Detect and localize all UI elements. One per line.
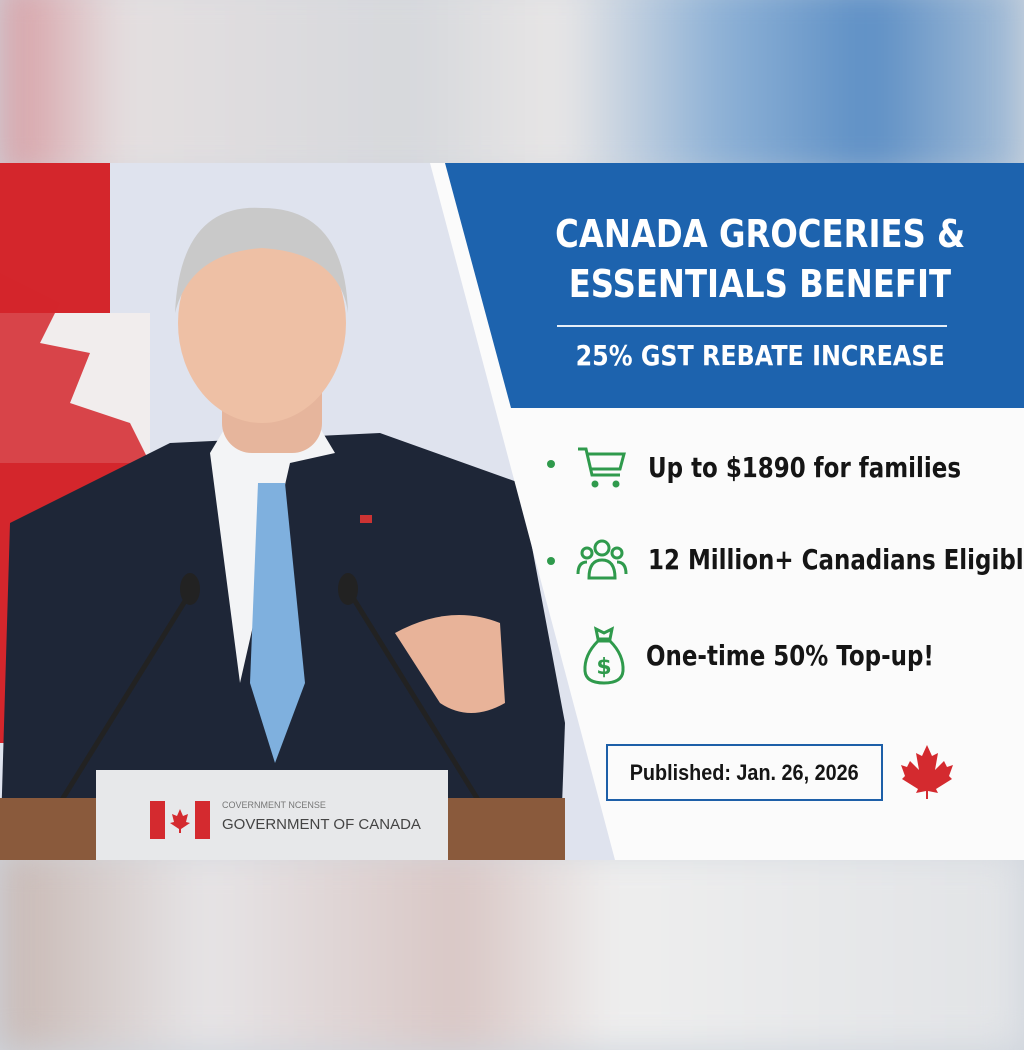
benefit-item: 12 Million+ Canadians Eligible (576, 538, 1024, 582)
infographic-card: COVERNMENT NCENSE GOVERNMENT OF CANADA C… (0, 163, 1024, 860)
header-banner (445, 163, 1024, 408)
subtitle-row: 25% GST REBATE INCREASE (510, 337, 1010, 375)
speaker (0, 207, 565, 860)
page-title: CANADA GROCERIES & ESSENTIALS BENEFIT (510, 209, 1010, 313)
podium-sign-small-text: COVERNMENT NCENSE (222, 800, 326, 810)
bullet-dot (547, 460, 555, 468)
published-date-box: Published: Jan. 26, 2026 (606, 744, 883, 801)
canada-flag-icon (150, 801, 210, 839)
shopping-cart-icon (578, 447, 626, 488)
subtitle: 25% GST REBATE INCREASE (575, 339, 945, 372)
money-bag-icon: $ (583, 626, 625, 685)
title-divider (557, 325, 947, 327)
blurred-background-top (0, 0, 1024, 180)
benefit-item: $ One-time 50% Top-up! (582, 625, 997, 687)
svg-text:$: $ (596, 655, 611, 680)
microphones (57, 573, 483, 805)
bullet-dot (547, 557, 555, 565)
benefit-text: Up to $1890 for families (648, 451, 962, 484)
benefit-text: One-time 50% Top-up! (646, 639, 934, 672)
podium-sign: COVERNMENT NCENSE GOVERNMENT OF CANADA (96, 770, 448, 860)
benefit-text: 12 Million+ Canadians Eligible (648, 543, 1024, 576)
people-group-icon (576, 539, 628, 580)
title-line-2: ESSENTIALS BENEFIT (568, 262, 952, 306)
maple-leaf-icon (901, 745, 953, 799)
published-date: Published: Jan. 26, 2026 (630, 759, 859, 785)
title-line-1: CANADA GROCERIES & (554, 212, 966, 256)
blurred-background-bottom (0, 850, 1024, 1050)
benefit-item: Up to $1890 for families (576, 445, 1024, 491)
podium-sign-text: GOVERNMENT OF CANADA (222, 816, 421, 833)
